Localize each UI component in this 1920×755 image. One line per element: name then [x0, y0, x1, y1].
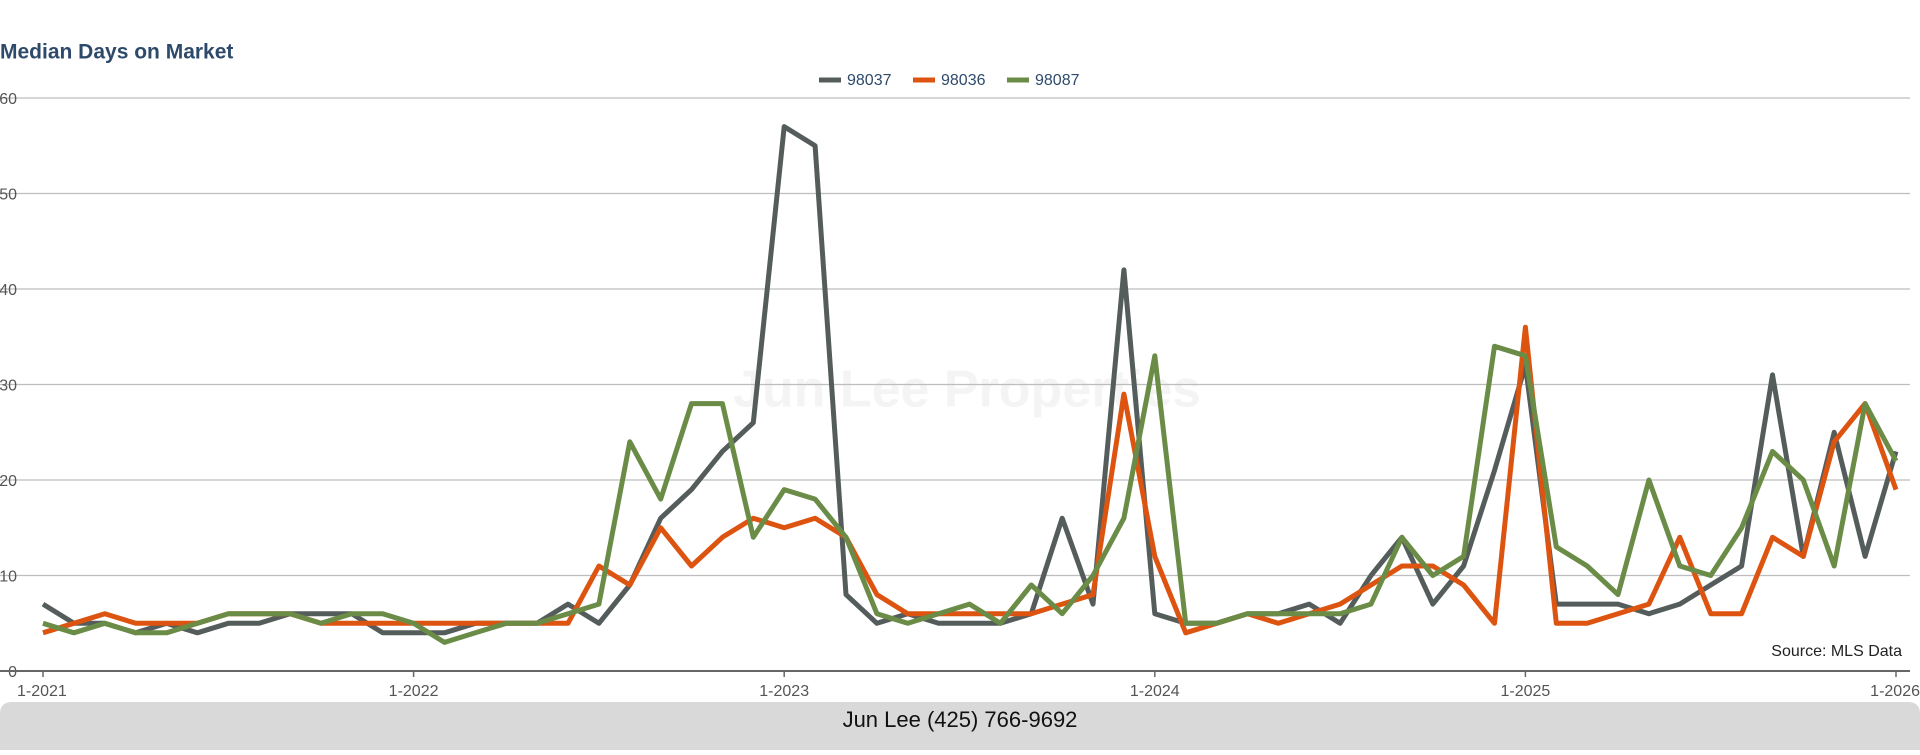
x-tick-label: 1-2024	[1130, 683, 1180, 700]
footer-text: Jun Lee (425) 766-9692	[843, 707, 1078, 732]
y-tick-label: 30	[0, 378, 17, 395]
source-note: Source: MLS Data	[1771, 643, 1902, 660]
y-tick-label: 20	[0, 473, 17, 490]
y-tick-label: 0	[8, 664, 17, 681]
y-tick-label: 50	[0, 187, 17, 204]
y-tick-label: 60	[0, 91, 17, 108]
series-line	[42, 324, 1899, 636]
y-tick-label: 10	[0, 569, 17, 586]
chart-title: Median Days on Market	[0, 41, 233, 64]
x-tick-label: 1-2025	[1500, 683, 1550, 700]
x-tick-label: 1-2023	[759, 683, 809, 700]
x-tick-label: 1-2021	[17, 683, 67, 700]
footer-band	[0, 702, 1920, 750]
y-tick-label: 40	[0, 282, 17, 299]
legend-label: 98087	[1035, 72, 1080, 89]
legend-label: 98037	[847, 72, 892, 89]
x-tick-label: 1-2026	[1870, 683, 1920, 700]
x-tick-label: 1-2022	[389, 683, 439, 700]
series-line	[42, 343, 1899, 645]
legend-label: 98036	[941, 72, 986, 89]
